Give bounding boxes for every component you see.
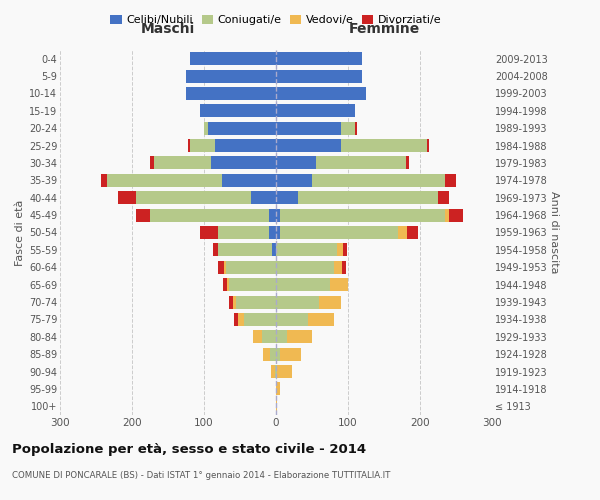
Bar: [215, 139, 276, 152]
Bar: [334, 260, 342, 274]
Bar: [287, 330, 312, 344]
Bar: [341, 122, 355, 134]
Bar: [118, 191, 136, 204]
Bar: [316, 156, 406, 170]
Bar: [276, 260, 334, 274]
Bar: [342, 260, 346, 274]
Bar: [330, 278, 348, 291]
Bar: [427, 139, 428, 152]
Y-axis label: Anni di nascita: Anni di nascita: [548, 191, 559, 274]
Bar: [224, 260, 226, 274]
Bar: [355, 122, 356, 134]
Bar: [445, 208, 449, 222]
Bar: [271, 365, 275, 378]
Bar: [276, 191, 298, 204]
Bar: [263, 348, 270, 360]
Bar: [276, 382, 280, 396]
Bar: [236, 296, 276, 308]
Bar: [211, 156, 276, 170]
Bar: [186, 87, 276, 100]
Bar: [398, 226, 407, 239]
Bar: [276, 104, 355, 118]
Bar: [276, 330, 287, 344]
Bar: [276, 296, 319, 308]
Text: Femmine: Femmine: [349, 22, 419, 36]
Bar: [223, 278, 227, 291]
Bar: [218, 260, 224, 274]
Bar: [276, 156, 316, 170]
Bar: [238, 313, 244, 326]
Bar: [277, 365, 292, 378]
Bar: [312, 174, 445, 187]
Text: COMUNE DI PONCARALE (BS) - Dati ISTAT 1° gennaio 2014 - Elaborazione TUTTITALIA.: COMUNE DI PONCARALE (BS) - Dati ISTAT 1°…: [12, 471, 391, 480]
Bar: [233, 296, 236, 308]
Bar: [280, 226, 398, 239]
Bar: [188, 139, 190, 152]
Bar: [269, 208, 276, 222]
Bar: [208, 122, 276, 134]
Bar: [154, 156, 211, 170]
Bar: [270, 348, 276, 360]
Bar: [341, 139, 427, 152]
Bar: [200, 104, 276, 118]
Bar: [276, 226, 280, 239]
Bar: [319, 296, 341, 308]
Bar: [150, 208, 269, 222]
Legend: Celibi/Nubili, Coniugati/e, Vedovi/e, Divorziati/e: Celibi/Nubili, Coniugati/e, Vedovi/e, Di…: [106, 10, 446, 30]
Bar: [276, 122, 341, 134]
Bar: [276, 174, 312, 187]
Bar: [222, 174, 276, 187]
Bar: [204, 122, 208, 134]
Bar: [251, 191, 276, 204]
Bar: [218, 226, 269, 239]
Bar: [445, 174, 456, 187]
Bar: [234, 313, 238, 326]
Bar: [190, 52, 276, 65]
Bar: [190, 139, 215, 152]
Bar: [276, 278, 330, 291]
Bar: [229, 278, 276, 291]
Bar: [244, 313, 276, 326]
Bar: [200, 226, 218, 239]
Bar: [280, 348, 301, 360]
Bar: [101, 174, 107, 187]
Bar: [449, 208, 463, 222]
Bar: [276, 87, 366, 100]
Bar: [262, 330, 276, 344]
Bar: [107, 174, 222, 187]
Y-axis label: Fasce di età: Fasce di età: [14, 200, 25, 266]
Bar: [253, 330, 262, 344]
Bar: [212, 244, 218, 256]
Bar: [136, 191, 251, 204]
Bar: [227, 278, 229, 291]
Text: Popolazione per età, sesso e stato civile - 2014: Popolazione per età, sesso e stato civil…: [12, 442, 366, 456]
Bar: [186, 70, 276, 82]
Bar: [337, 244, 343, 256]
Bar: [136, 208, 150, 222]
Bar: [276, 348, 280, 360]
Bar: [298, 191, 438, 204]
Bar: [276, 208, 280, 222]
Bar: [407, 226, 418, 239]
Text: Maschi: Maschi: [141, 22, 195, 36]
Bar: [276, 365, 277, 378]
Bar: [406, 156, 409, 170]
Bar: [276, 139, 341, 152]
Bar: [276, 244, 337, 256]
Bar: [276, 52, 362, 65]
Bar: [308, 313, 334, 326]
Bar: [275, 365, 276, 378]
Bar: [276, 400, 277, 413]
Bar: [343, 244, 347, 256]
Bar: [218, 244, 272, 256]
Bar: [276, 313, 308, 326]
Bar: [229, 296, 233, 308]
Bar: [280, 208, 445, 222]
Bar: [269, 226, 276, 239]
Bar: [150, 156, 154, 170]
Bar: [226, 260, 276, 274]
Bar: [272, 244, 276, 256]
Bar: [276, 70, 362, 82]
Bar: [438, 191, 449, 204]
